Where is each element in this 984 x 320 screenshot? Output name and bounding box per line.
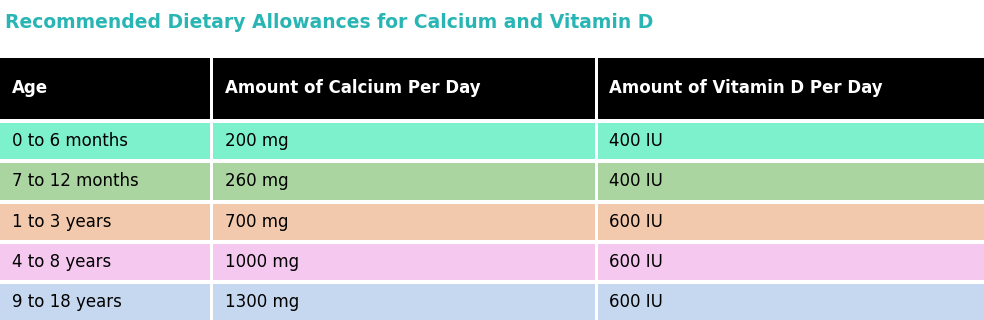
Bar [0,123,211,159]
Text: 1000 mg: 1000 mg [225,253,299,271]
Bar [597,204,984,240]
Text: Recommended Dietary Allowances for Calcium and Vitamin D: Recommended Dietary Allowances for Calci… [5,13,653,32]
Text: 600 IU: 600 IU [609,293,663,311]
Bar [597,244,984,280]
Text: 700 mg: 700 mg [225,212,288,231]
Text: 7 to 12 months: 7 to 12 months [12,172,139,190]
Bar [214,123,594,159]
Text: 9 to 18 years: 9 to 18 years [12,293,122,311]
Text: 400 IU: 400 IU [609,172,663,190]
Text: 600 IU: 600 IU [609,212,663,231]
Text: Amount of Calcium Per Day: Amount of Calcium Per Day [225,79,481,97]
Text: Age: Age [12,79,48,97]
Bar [597,164,984,200]
Bar [597,58,984,119]
Bar [214,284,594,320]
Bar [0,244,211,280]
Bar [0,284,211,320]
Bar [214,58,594,119]
Bar [0,204,211,240]
Text: 260 mg: 260 mg [225,172,288,190]
Text: 600 IU: 600 IU [609,253,663,271]
Bar [214,244,594,280]
Text: 1 to 3 years: 1 to 3 years [12,212,111,231]
Text: 400 IU: 400 IU [609,132,663,150]
Text: 0 to 6 months: 0 to 6 months [12,132,128,150]
Bar [597,284,984,320]
Text: 1300 mg: 1300 mg [225,293,299,311]
Bar [0,58,984,320]
Bar [214,164,594,200]
Bar [597,123,984,159]
Text: 4 to 8 years: 4 to 8 years [12,253,111,271]
Text: Amount of Vitamin D Per Day: Amount of Vitamin D Per Day [609,79,883,97]
Text: 200 mg: 200 mg [225,132,288,150]
Bar [0,58,211,119]
Bar [214,204,594,240]
Bar [0,164,211,200]
